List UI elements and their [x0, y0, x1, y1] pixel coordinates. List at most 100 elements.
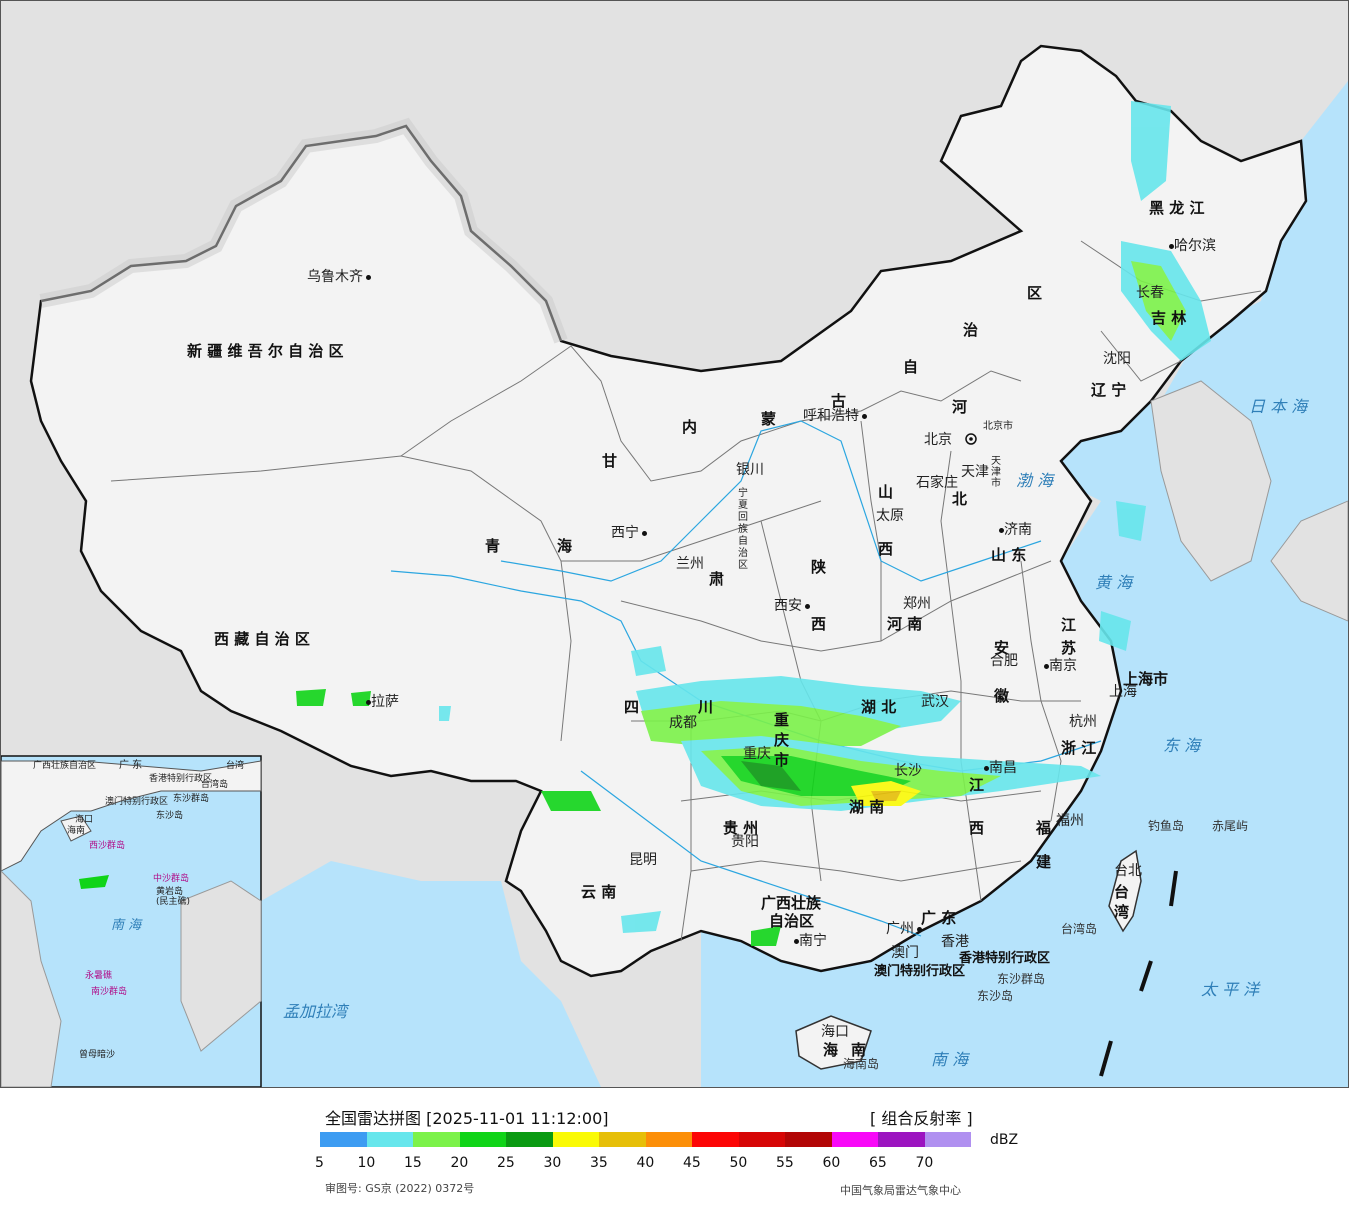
province-chongqingshi: 重 庆 市 — [774, 711, 790, 769]
legend-product: [ 组合反射率 ] — [870, 1109, 973, 1128]
province-henan: 河 南 — [887, 615, 923, 633]
review-number: 审图号: GS京 (2022) 0372号 — [325, 1182, 475, 1195]
island-dongshadao: 东沙岛 — [977, 989, 1014, 1003]
sea-nanhai: 南 海 — [931, 1050, 969, 1069]
province-hunan: 湖 南 — [849, 798, 885, 816]
colorbar-tick-label: 35 — [590, 1155, 608, 1171]
province-anhui-1: 安 — [994, 639, 1010, 657]
legend-unit: dBZ — [990, 1132, 1019, 1148]
province-neimenggu-3: 古 — [831, 392, 847, 410]
city-zhengzhou: 郑州 — [903, 596, 931, 612]
province-guangxi: 广西壮族 — [761, 894, 822, 912]
taiwan-island — [1108, 849, 1142, 933]
sea-donghai: 东 海 — [1163, 736, 1201, 755]
province-neimenggu-6: 区 — [1027, 284, 1043, 302]
city-hangzhou: 杭州 — [1069, 714, 1097, 730]
colorbar-tick-label: 10 — [357, 1155, 376, 1171]
province-ningxia: 宁夏回族自治区 — [738, 488, 748, 571]
colorbar-tick-label: 55 — [776, 1155, 794, 1171]
island-taiwandao: 台湾岛 — [1061, 922, 1098, 936]
island-chiweiyu: 赤尾屿 — [1212, 819, 1249, 833]
city-chongqing: 重庆 — [743, 746, 771, 762]
city-shenyang: 沈阳 — [1103, 351, 1131, 367]
colorbar-tick-label: 30 — [543, 1155, 562, 1171]
province-neimenggu-1: 内 — [682, 418, 698, 436]
city-nanchang: 南昌 — [981, 760, 1017, 776]
colorbar-tick-label: 70 — [915, 1155, 934, 1171]
sea-huanghai: 黄 海 — [1095, 573, 1133, 592]
colorbar-swatch — [459, 1132, 506, 1147]
colorbar-swatch — [320, 1132, 367, 1147]
province-shandong: 山 东 — [991, 546, 1027, 564]
province-taiwan-2: 湾 — [1114, 903, 1130, 921]
inset-minzhujiao: (民主礁) — [156, 897, 191, 907]
city-xian: 西安 — [774, 598, 810, 614]
province-guangxi-2: 自治区 — [769, 912, 815, 930]
province-jiangxi-1: 江 — [969, 776, 985, 794]
inset-dongshadao: 东沙岛 — [156, 811, 184, 821]
inset-zengmuansha: 曾母暗沙 — [79, 1050, 116, 1060]
colorbar-swatch — [785, 1132, 832, 1147]
province-shaanxi-2: 西 — [811, 615, 827, 633]
province-gansu: 甘 — [602, 452, 618, 470]
province-jiangxi-2: 西 — [969, 819, 985, 837]
inset-yongshujiao: 永暑礁 — [85, 971, 113, 981]
colorbar — [320, 1132, 971, 1147]
province-tianjinshi: 天津市 — [991, 456, 1001, 489]
province-xizang: 西 藏 自 治 区 — [214, 630, 310, 648]
province-fujian-1: 福 — [1036, 819, 1052, 837]
inset-nanshaqundao: 南沙群岛 — [91, 987, 128, 997]
city-shanghai: 上海 — [1109, 684, 1137, 700]
radar-map: 新 疆 维 吾 尔 自 治 区 西 藏 自 治 区 青 海 甘 肃 内 蒙 古 … — [0, 0, 1349, 1088]
city-harbin: 哈尔滨 — [1166, 238, 1216, 254]
province-hubei: 湖 北 — [861, 698, 897, 716]
island-dongshaqundao: 东沙群岛 — [997, 972, 1046, 986]
inset-xishaqundao: 西沙群岛 — [89, 841, 126, 851]
island-hainandao: 海南岛 — [843, 1057, 880, 1071]
inset-dongshaqundao: 东沙群岛 — [173, 794, 210, 804]
city-guangzhou: 广州 — [886, 921, 922, 937]
province-sichuan-2: 川 — [698, 698, 714, 716]
province-xinjiang: 新 疆 维 吾 尔 自 治 区 — [187, 342, 344, 360]
province-jilin: 吉 林 — [1151, 309, 1187, 327]
province-shaanxi-1: 陕 — [811, 558, 827, 576]
province-taiwan-1: 台 — [1114, 883, 1130, 901]
province-aomen-sar: 澳门特别行政区 — [874, 964, 966, 979]
city-tianjin: 天津 — [961, 464, 989, 480]
province-sichuan-1: 四 — [624, 698, 640, 716]
colorbar-swatch — [599, 1132, 646, 1147]
inset-zhongshaqundao: 中沙群岛 — [153, 874, 190, 884]
city-haikou: 海口 — [821, 1024, 849, 1040]
sea-ribenhai: 日 本 海 — [1249, 397, 1308, 416]
province-yunnan: 云 南 — [581, 883, 617, 901]
sea-taipingyang: 太 平 洋 — [1201, 980, 1260, 999]
city-wuhan: 武汉 — [921, 694, 949, 710]
map-canvas — [1, 44, 1348, 1087]
province-shanghaishi: 上海市 — [1123, 670, 1169, 688]
city-fuzhou: 福州 — [1056, 813, 1084, 829]
province-shanxi-2: 西 — [878, 540, 894, 558]
colorbar-swatch — [924, 1132, 971, 1147]
city-hefei: 合肥 — [990, 653, 1018, 669]
province-neimenggu-4: 自 — [903, 358, 919, 376]
city-nanjing: 南京 — [1041, 658, 1077, 674]
hainan-island — [795, 1015, 872, 1070]
sea-mengjialawan: 孟加拉湾 — [283, 1002, 348, 1021]
colorbar-tick-label: 5 — [315, 1155, 324, 1171]
inset-huangyandao: 黄岩岛 — [156, 887, 184, 897]
ocean — [701, 81, 1348, 1087]
radar-echoes — [296, 101, 1211, 946]
province-guangdong: 广 东 — [921, 909, 957, 927]
city-yinchuan: 银川 — [736, 462, 764, 478]
city-hohhot: 呼和浩特 — [803, 408, 867, 424]
colorbar-tick-label: 40 — [636, 1155, 655, 1171]
city-urumqi: 乌鲁木齐 — [307, 269, 371, 285]
province-neimenggu-5: 治 — [963, 321, 979, 339]
province-qinghai-1: 青 — [485, 537, 501, 555]
province-su: 肃 — [709, 570, 725, 588]
province-jiangsu-1: 江 — [1061, 616, 1077, 634]
colorbar-swatch — [506, 1132, 553, 1147]
south-china-sea-inset — [1, 755, 262, 1087]
island-diaoyudao: 钓鱼岛 — [1148, 819, 1185, 833]
city-beijing: 北京 — [924, 432, 952, 448]
